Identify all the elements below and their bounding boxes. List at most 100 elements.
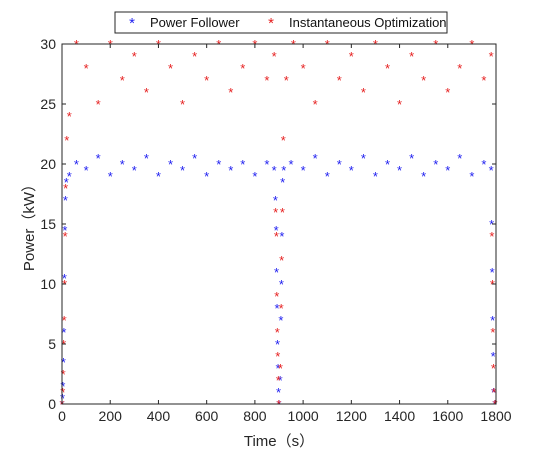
data-point: * xyxy=(361,85,366,100)
y-axis: 0 5 10 15 20 25 30 xyxy=(40,36,496,412)
data-point: * xyxy=(457,151,462,166)
data-point: * xyxy=(281,133,286,148)
data-point: * xyxy=(192,49,197,64)
legend-marker-power-follower: * xyxy=(129,15,135,32)
data-point: * xyxy=(132,163,137,178)
data-point: * xyxy=(491,385,496,400)
data-point: * xyxy=(63,181,68,196)
data-point: * xyxy=(276,373,281,388)
data-point: * xyxy=(96,151,101,166)
data-point: * xyxy=(60,385,65,400)
data-point: * xyxy=(275,349,280,364)
data-point: * xyxy=(492,385,497,400)
data-point: * xyxy=(63,229,68,244)
x-tick-label: 1000 xyxy=(288,408,319,424)
legend-box xyxy=(114,11,448,34)
data-point: * xyxy=(361,151,366,166)
legend-label-power-follower: Power Follower xyxy=(150,15,240,30)
data-point: * xyxy=(280,175,285,190)
data-point: * xyxy=(275,301,280,316)
x-tick-label: 200 xyxy=(99,408,123,424)
data-point: * xyxy=(409,151,414,166)
data-point: * xyxy=(278,313,283,328)
y-tick-label: 10 xyxy=(40,276,56,292)
data-point: * xyxy=(489,49,494,64)
y-axis-title: Power（kW） xyxy=(21,177,38,271)
x-axis-title: Time（s） xyxy=(244,433,314,450)
data-point: * xyxy=(120,73,125,88)
data-point: * xyxy=(491,361,496,376)
data-point: * xyxy=(216,157,221,172)
data-point: * xyxy=(278,373,283,388)
x-tick-label: 1200 xyxy=(336,408,367,424)
data-point: * xyxy=(284,73,289,88)
y-tick-label: 20 xyxy=(40,156,56,172)
data-point: * xyxy=(228,163,233,178)
data-point: * xyxy=(421,73,426,88)
data-point: * xyxy=(289,157,294,172)
data-point: * xyxy=(67,169,72,184)
data-point: * xyxy=(313,151,318,166)
data-point: * xyxy=(276,361,281,376)
data-point: * xyxy=(490,313,495,328)
x-tick-label: 1800 xyxy=(480,408,511,424)
data-point: * xyxy=(132,49,137,64)
data-points: ********** **** **** **** * *** **************… xyxy=(59,37,497,412)
data-point: * xyxy=(61,367,66,382)
data-point: * xyxy=(280,205,285,220)
data-point: * xyxy=(337,157,342,172)
data-point: * xyxy=(204,169,209,184)
data-point: * xyxy=(279,253,284,268)
data-point: * xyxy=(490,265,495,280)
data-point: * xyxy=(469,169,474,184)
data-point: * xyxy=(144,85,149,100)
x-tick-label: 1400 xyxy=(384,408,415,424)
data-point: * xyxy=(457,61,462,76)
data-point: * xyxy=(272,49,277,64)
data-point: * xyxy=(276,385,281,400)
legend-marker-instantaneous-optimization: * xyxy=(268,15,274,32)
data-point: * xyxy=(62,223,67,238)
y-tick-label: 5 xyxy=(48,336,56,352)
data-point: * xyxy=(240,157,245,172)
data-point: * xyxy=(192,151,197,166)
data-point: * xyxy=(252,169,257,184)
data-point: * xyxy=(481,157,486,172)
data-point: * xyxy=(489,217,494,232)
data-point: * xyxy=(240,61,245,76)
data-point: * xyxy=(84,61,89,76)
data-point: * xyxy=(274,229,279,244)
data-point: * xyxy=(61,325,66,340)
data-point: * xyxy=(275,337,280,352)
y-tick-label: 25 xyxy=(40,96,56,112)
data-point: * xyxy=(397,97,402,112)
x-tick-label: 0 xyxy=(58,408,66,424)
data-point: * xyxy=(337,73,342,88)
data-point: * xyxy=(445,163,450,178)
data-point: * xyxy=(279,229,284,244)
data-point: * xyxy=(62,271,67,286)
data-point: * xyxy=(272,163,277,178)
data-point: * xyxy=(168,61,173,76)
data-point: * xyxy=(62,313,67,328)
y-tick-label: 30 xyxy=(40,36,56,52)
data-point: * xyxy=(63,193,68,208)
data-point: * xyxy=(180,163,185,178)
data-point: * xyxy=(433,157,438,172)
data-point: * xyxy=(64,133,69,148)
data-point: * xyxy=(313,97,318,112)
data-point: * xyxy=(274,289,279,304)
data-point: * xyxy=(108,169,113,184)
data-point: * xyxy=(60,379,65,394)
data-point: * xyxy=(64,175,69,190)
x-axis: 0 200 400 600 800 1000 1200 1400 1600 1800 xyxy=(58,44,512,424)
data-point: * xyxy=(373,169,378,184)
data-point: * xyxy=(67,109,72,124)
data-point: * xyxy=(349,163,354,178)
data-point: * xyxy=(491,349,496,364)
data-point: * xyxy=(397,163,402,178)
data-point: * xyxy=(481,73,486,88)
data-point: * xyxy=(281,163,286,178)
y-tick-label: 15 xyxy=(40,216,56,232)
